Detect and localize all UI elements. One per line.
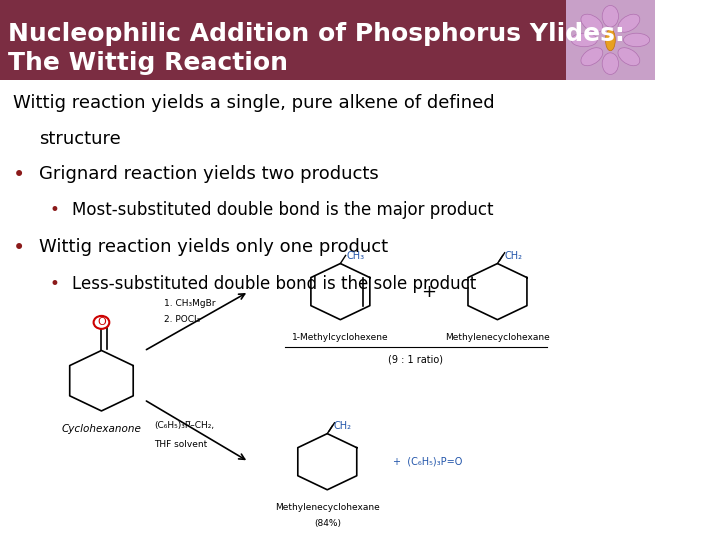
Ellipse shape xyxy=(606,29,616,51)
Text: •: • xyxy=(49,275,59,293)
Ellipse shape xyxy=(571,33,598,46)
Text: Wittig reaction yields a single, pure alkene of defined: Wittig reaction yields a single, pure al… xyxy=(13,94,495,112)
FancyBboxPatch shape xyxy=(566,0,654,80)
Text: •: • xyxy=(13,238,25,258)
Ellipse shape xyxy=(602,53,618,75)
Text: CH₃: CH₃ xyxy=(347,251,365,261)
Text: Most-substituted double bond is the major product: Most-substituted double bond is the majo… xyxy=(72,201,493,219)
Ellipse shape xyxy=(581,48,603,66)
Text: Methylenecyclohexane: Methylenecyclohexane xyxy=(445,333,550,342)
FancyBboxPatch shape xyxy=(0,0,654,80)
Text: Cyclohexanone: Cyclohexanone xyxy=(61,424,141,435)
Text: O: O xyxy=(97,318,106,327)
Text: (9 : 1 ratio): (9 : 1 ratio) xyxy=(388,355,443,365)
Ellipse shape xyxy=(602,5,618,27)
Text: •: • xyxy=(13,165,25,185)
Text: (84%): (84%) xyxy=(314,519,341,529)
Text: (C₆H₅)₃P̅–CH₂,: (C₆H₅)₃P̅–CH₂, xyxy=(154,421,214,430)
Text: Nucleophilic Addition of Phosphorus Ylides:: Nucleophilic Addition of Phosphorus Ylid… xyxy=(8,22,625,45)
Text: 1. CH₃MgBr: 1. CH₃MgBr xyxy=(163,299,215,308)
Text: Methylenecyclohexane: Methylenecyclohexane xyxy=(275,503,379,512)
Text: 1-Methylcyclohexene: 1-Methylcyclohexene xyxy=(292,333,389,342)
Ellipse shape xyxy=(581,14,603,32)
Text: Less-substituted double bond is the sole product: Less-substituted double bond is the sole… xyxy=(72,275,476,293)
Text: The Wittig Reaction: The Wittig Reaction xyxy=(8,51,288,75)
Text: CH₂: CH₂ xyxy=(334,421,352,431)
Ellipse shape xyxy=(618,14,640,32)
Text: Grignard reaction yields two products: Grignard reaction yields two products xyxy=(40,165,379,183)
Circle shape xyxy=(94,316,109,329)
Text: CH₂: CH₂ xyxy=(504,251,522,261)
Text: •: • xyxy=(49,201,59,219)
Ellipse shape xyxy=(618,48,640,66)
Text: +: + xyxy=(421,282,436,301)
Text: Wittig reaction yields only one product: Wittig reaction yields only one product xyxy=(40,238,388,256)
Text: structure: structure xyxy=(40,130,121,147)
Text: THF solvent: THF solvent xyxy=(154,440,207,449)
Ellipse shape xyxy=(624,33,649,46)
Text: 2. POCl₃: 2. POCl₃ xyxy=(163,315,200,324)
Text: +  (C₆H₅)₃P=O: + (C₆H₅)₃P=O xyxy=(392,457,462,467)
